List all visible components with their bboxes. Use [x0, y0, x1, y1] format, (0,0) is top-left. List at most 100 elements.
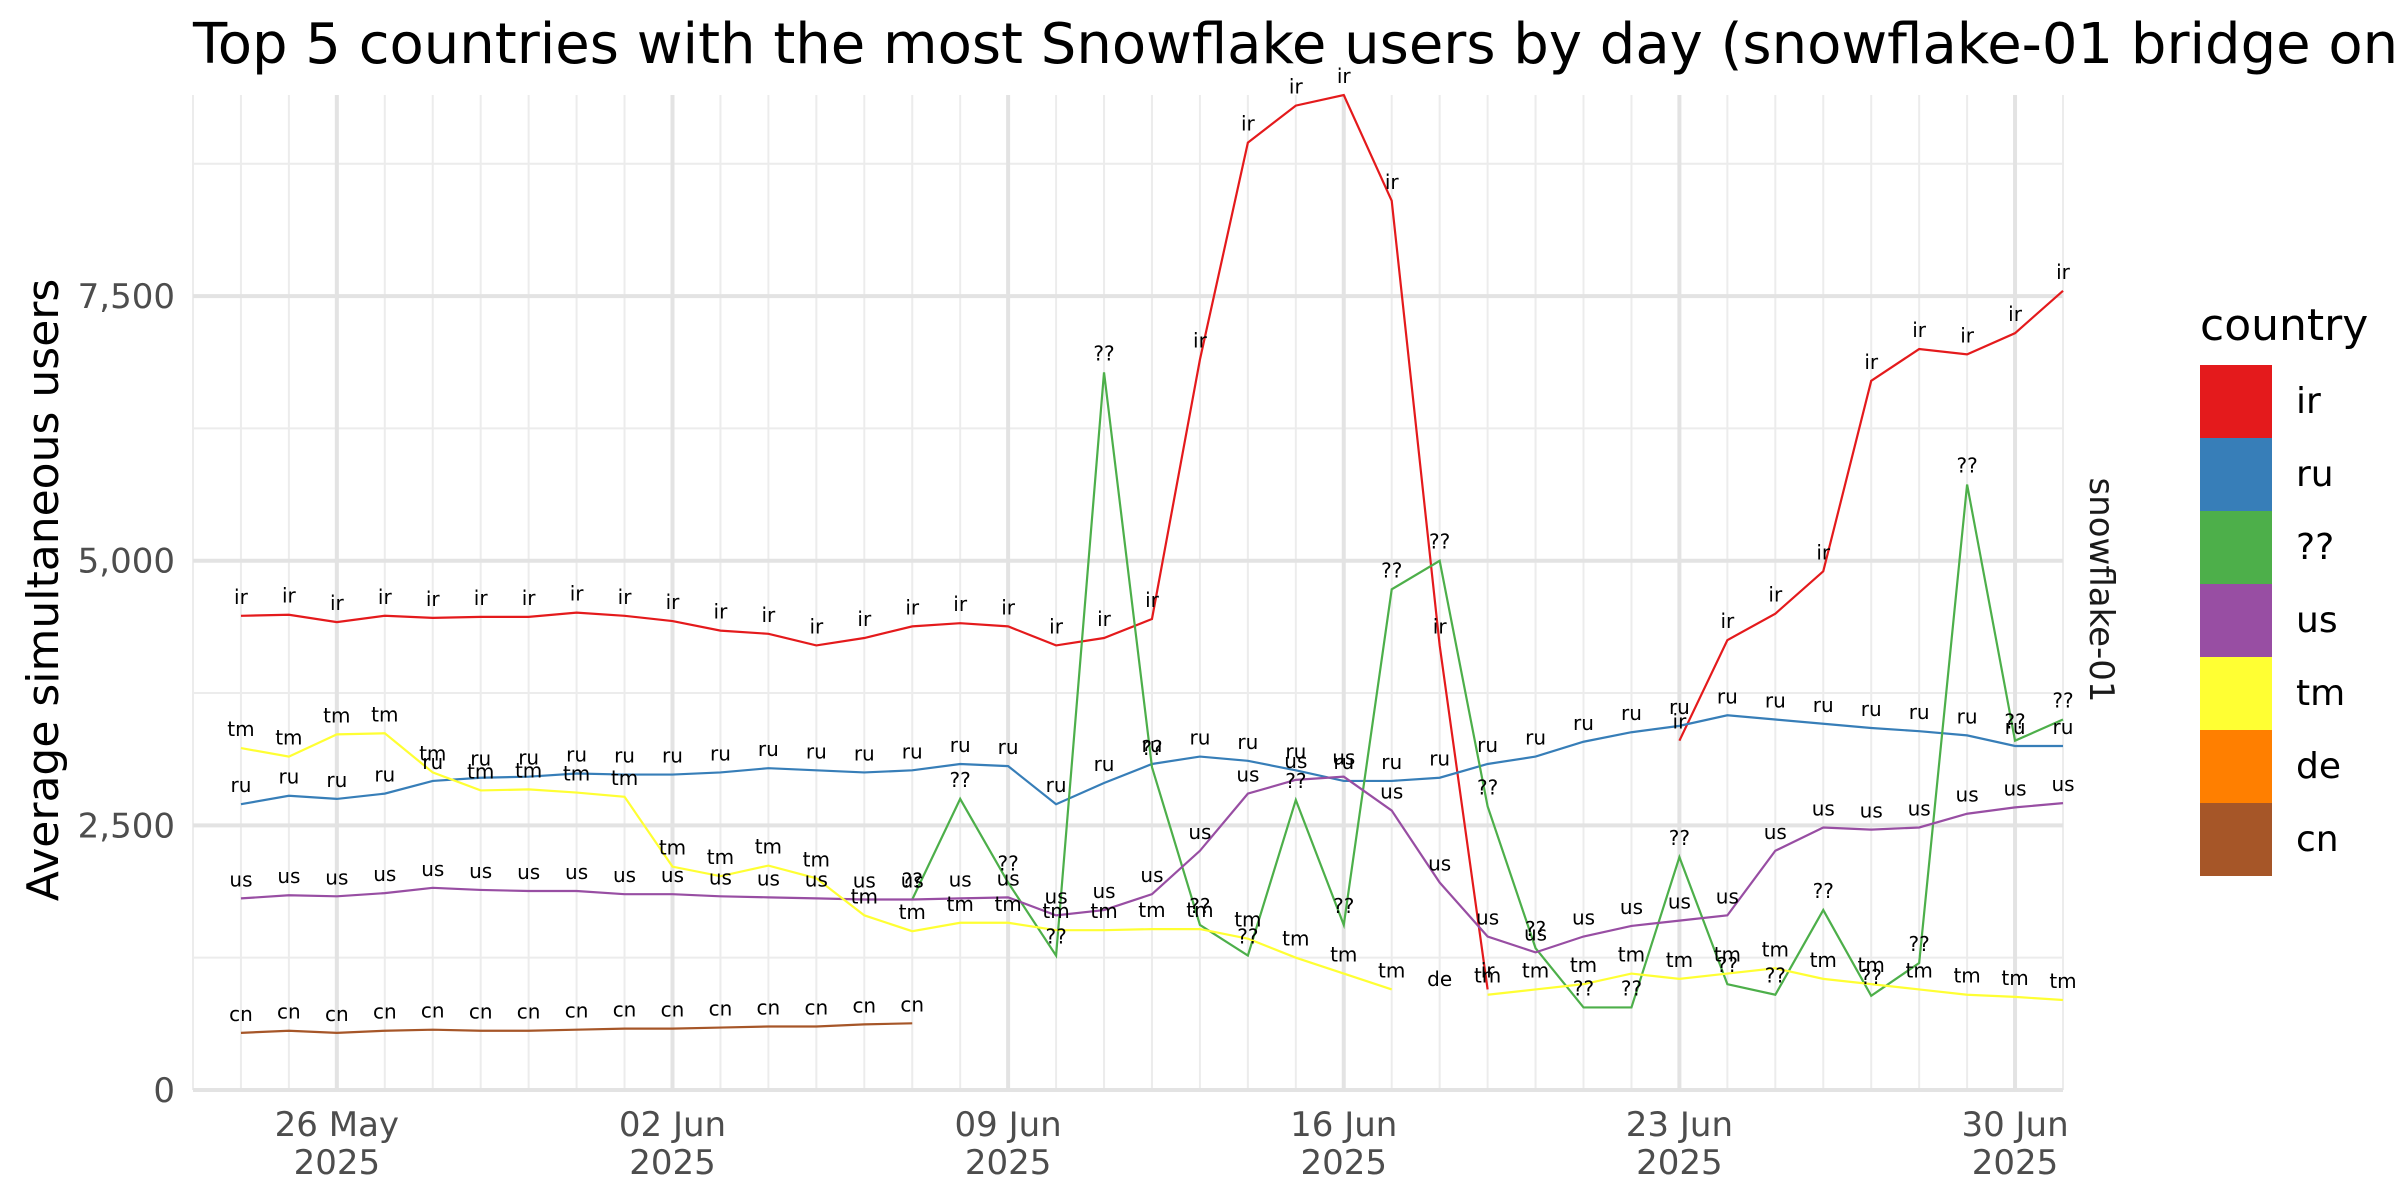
data-point-label: cn — [852, 993, 876, 1017]
data-point-label: ru — [518, 746, 539, 770]
x-tick-year-label: 2025 — [965, 1143, 1052, 1183]
data-point-label: ir — [1481, 958, 1496, 982]
data-point-label: cn — [804, 995, 828, 1019]
legend-label: us — [2296, 600, 2338, 641]
data-point-label: ?? — [2052, 689, 2073, 713]
data-point-label: ?? — [1141, 736, 1162, 760]
data-point-label: tm — [419, 741, 446, 765]
data-point-label: ir — [426, 587, 441, 611]
legend-label: cn — [2296, 819, 2339, 860]
data-point-label: us — [757, 866, 780, 890]
series-lines — [240, 93, 2064, 1034]
data-point-label: us — [2051, 772, 2074, 796]
series-line-cn — [240, 1022, 913, 1034]
data-point-label: tm — [851, 884, 878, 908]
data-point-label: ru — [1957, 704, 1978, 728]
y-axis-title: Average simultaneous users — [18, 279, 69, 902]
data-point-label: ru — [614, 744, 635, 768]
legend-swatch — [2200, 584, 2272, 657]
data-point-label: us — [1045, 884, 1068, 908]
data-point-label: us — [1140, 863, 1163, 887]
data-point-label: us — [1236, 763, 1259, 787]
data-point-label: ru — [758, 737, 779, 761]
legend-items: ir ru?? us tm de cn — [2200, 365, 2368, 876]
data-point-label: us — [1476, 906, 1499, 930]
x-tick-label: 09 Jun — [955, 1105, 1062, 1145]
facet-strip-label: snowflake-01 — [2081, 477, 2121, 702]
data-point-label: ir — [378, 585, 393, 609]
data-point-label: tm — [371, 702, 398, 726]
x-tick-label: 26 May — [275, 1105, 399, 1145]
data-point-label: ?? — [2004, 710, 2025, 734]
data-point-label: us — [1620, 895, 1643, 919]
legend-label: de — [2296, 746, 2341, 787]
series-line-ir — [240, 93, 1489, 990]
data-point-label: ir — [522, 586, 537, 610]
data-point-label: ru — [710, 741, 731, 765]
data-point-label: us — [853, 868, 876, 892]
data-point-label: ru — [422, 750, 443, 774]
data-point-label: tm — [899, 900, 926, 924]
grid — [192, 95, 2064, 1092]
data-point-label: tm — [994, 892, 1021, 916]
data-point-label: us — [1860, 799, 1883, 823]
data-point-label: tm — [323, 703, 350, 727]
data-point-label: ru — [1669, 695, 1690, 719]
data-point-label: cn — [613, 998, 637, 1022]
data-point-label: ir — [1960, 323, 1975, 347]
legend-item: de — [2200, 730, 2368, 803]
data-point-label: us — [1092, 879, 1115, 903]
series-line-tm — [240, 732, 1393, 991]
data-point-label: tm — [1378, 958, 1405, 982]
data-point-label: ru — [1189, 726, 1210, 750]
x-tick-label: 02 Jun — [619, 1105, 726, 1145]
data-point-label: cn — [373, 1000, 397, 1024]
data-point-label: ir — [330, 591, 345, 615]
data-point-label: us — [949, 867, 972, 891]
data-point-label: us — [1332, 746, 1355, 770]
data-point-label: ru — [1381, 750, 1402, 774]
data-point-label: tm — [1905, 958, 1932, 982]
data-point-label: us — [1428, 852, 1451, 876]
data-point-label: tm — [1714, 943, 1741, 967]
series-line-ir — [1678, 289, 2064, 742]
data-point-label: ru — [1046, 773, 1067, 797]
data-point-label: cn — [565, 999, 589, 1023]
data-point-label: ru — [1765, 689, 1786, 713]
legend-item: tm — [2200, 657, 2368, 730]
data-point-label: tm — [1474, 964, 1501, 988]
series-line-?? — [911, 372, 2064, 1009]
chart-title: Top 5 countries with the most Snowflake … — [193, 12, 2400, 77]
data-point-label: tm — [227, 717, 254, 741]
data-point-label: us — [1812, 796, 1835, 820]
data-point-label: tm — [563, 762, 590, 786]
data-point-label: ir — [905, 595, 920, 619]
data-point-label: ru — [662, 744, 683, 768]
y-tick-label: 0 — [153, 1071, 175, 1111]
data-point-label: ru — [902, 739, 923, 763]
data-point-label: cn — [517, 1000, 541, 1024]
data-point-label: ru — [1237, 730, 1258, 754]
data-point-label: us — [1956, 783, 1979, 807]
series-line-tm — [1487, 967, 2064, 1002]
x-tick-year-label: 2025 — [1301, 1143, 1388, 1183]
data-point-label: ir — [1241, 112, 1256, 136]
data-point-label: us — [1188, 820, 1211, 844]
data-point-label: cn — [900, 992, 924, 1016]
data-point-label: ir — [1768, 583, 1783, 607]
data-point-label: ru — [1717, 684, 1738, 708]
data-point-label: us — [1524, 921, 1547, 945]
data-point-label: ?? — [1285, 769, 1306, 793]
data-point-label: cn — [229, 1002, 253, 1026]
data-point-label: tm — [1570, 953, 1597, 977]
data-point-label: tm — [755, 835, 782, 859]
data-point-label: us — [1572, 906, 1595, 930]
data-point-label: ru — [1813, 693, 1834, 717]
data-point-label: tm — [1666, 948, 1693, 972]
data-point-label: ir — [1001, 595, 1016, 619]
data-point-label: ru — [1525, 726, 1546, 750]
data-point-label: ir — [1337, 64, 1352, 88]
data-point-label: ru — [998, 735, 1019, 759]
data-point-label: ru — [1429, 747, 1450, 771]
legend: country ir ru?? us tm de cn — [2200, 300, 2368, 876]
